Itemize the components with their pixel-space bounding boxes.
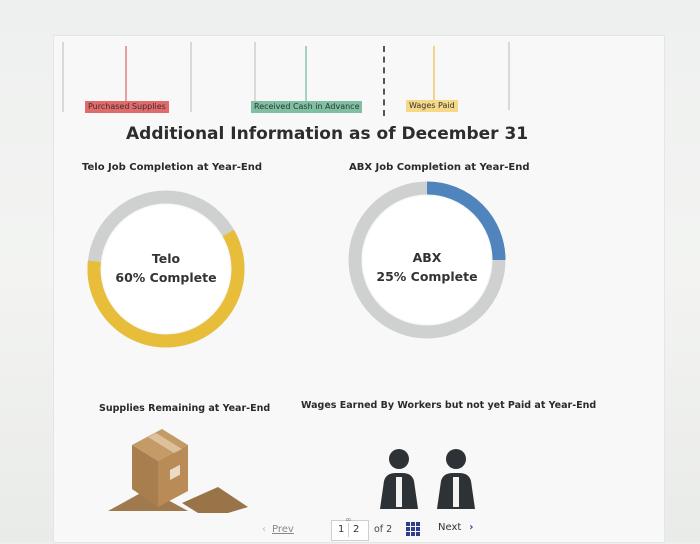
wages-section-title: Wages Earned By Workers but not yet Paid… (301, 400, 597, 411)
page-selector[interactable]: ∞ 1 2 (331, 515, 369, 541)
telo-name: Telo (151, 251, 181, 266)
timeline-marker (433, 46, 435, 100)
timeline-label-wages-paid: Wages Paid (406, 100, 458, 112)
workers-icon (374, 447, 484, 509)
telo-inner-face (102, 205, 230, 333)
next-label: Next (438, 522, 462, 533)
abx-percent-label: 25% Complete (376, 269, 478, 284)
abx-donut-chart: ABX 25% Complete (347, 180, 507, 340)
telo-chart-title: Telo Job Completion at Year-End (82, 162, 263, 173)
page-2-link[interactable]: 2 (353, 524, 360, 535)
timeline-label-purchased-supplies: Purchased Supplies (85, 101, 169, 113)
abx-inner-face (363, 196, 491, 324)
chevron-right-icon: › (469, 522, 474, 533)
prev-button[interactable]: ‹ Prev (262, 524, 316, 544)
timeline-line (190, 42, 192, 112)
timeline-line (254, 42, 256, 102)
timeline-line (508, 42, 510, 110)
abx-chart-title: ABX Job Completion at Year-End (349, 162, 530, 173)
timeline-marker (305, 46, 307, 102)
box-icon (108, 423, 248, 513)
timeline-label-received-cash: Received Cash in Advance (251, 101, 363, 113)
page-1-link[interactable]: 1 (338, 524, 345, 535)
link-icon: ∞ (345, 515, 352, 524)
timeline-dashed-divider (383, 46, 385, 116)
timeline-line (62, 42, 64, 112)
supplies-section-title: Supplies Remaining at Year-End (99, 403, 271, 414)
page-count: of 2 (374, 524, 393, 535)
abx-donut-svg (348, 181, 506, 339)
telo-donut-chart: Telo 60% Complete (86, 189, 246, 349)
chevron-left-icon: ‹ (262, 524, 266, 535)
next-button[interactable]: Next › (438, 522, 494, 542)
prev-label: Prev (272, 524, 294, 535)
abx-complete-arc (348, 181, 506, 339)
telo-percent-label: 60% Complete (115, 270, 217, 285)
grid-menu-icon[interactable] (406, 522, 420, 536)
telo-donut-svg (87, 190, 245, 348)
page-separator (348, 523, 349, 537)
page-title: Additional Information as of December 31 (126, 124, 529, 144)
abx-name: ABX (412, 250, 442, 265)
timeline-marker (125, 46, 127, 102)
telo-complete-arc (87, 190, 245, 348)
